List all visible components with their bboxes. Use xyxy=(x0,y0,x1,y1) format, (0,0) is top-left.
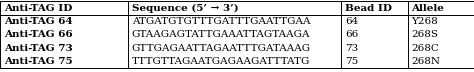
Text: 73: 73 xyxy=(345,44,358,53)
Text: 66: 66 xyxy=(345,30,358,39)
Text: Sequence (5’ → 3’): Sequence (5’ → 3’) xyxy=(132,4,238,13)
Text: ATGATGTGTTTGATTTGAATTGAA: ATGATGTGTTTGATTTGAATTGAA xyxy=(132,17,310,26)
Text: 75: 75 xyxy=(345,57,358,66)
Text: Anti-TAG 66: Anti-TAG 66 xyxy=(4,30,73,39)
Text: 268S: 268S xyxy=(411,30,438,39)
Text: Y268: Y268 xyxy=(411,17,438,26)
Text: Anti-TAG 75: Anti-TAG 75 xyxy=(4,57,73,66)
Text: 268C: 268C xyxy=(411,44,439,53)
Text: Bead ID: Bead ID xyxy=(345,4,392,13)
Text: Anti-TAG ID: Anti-TAG ID xyxy=(4,4,72,13)
Text: GTAAGAGTATTGAAATTAGTAAGA: GTAAGAGTATTGAAATTAGTAAGA xyxy=(132,30,310,39)
Text: Allele: Allele xyxy=(411,4,444,13)
Text: TTTGTTAGAATGAGAAGATTTATG: TTTGTTAGAATGAGAAGATTTATG xyxy=(132,57,310,66)
Text: Anti-TAG 73: Anti-TAG 73 xyxy=(4,44,73,53)
Text: Anti-TAG 64: Anti-TAG 64 xyxy=(4,17,73,26)
Text: 268N: 268N xyxy=(411,57,440,66)
Text: 64: 64 xyxy=(345,17,358,26)
Text: GTTGAGAATTAGAATTTGATAAAG: GTTGAGAATTAGAATTTGATAAAG xyxy=(132,44,311,53)
